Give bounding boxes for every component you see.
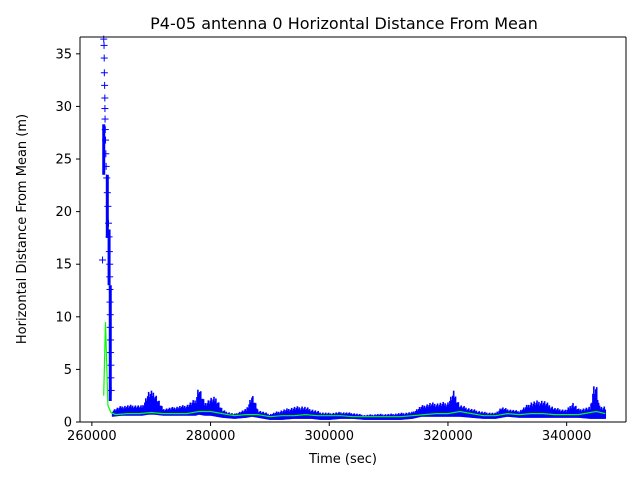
y-tick-label: 25 (55, 153, 72, 168)
x-tick-label: 340000 (542, 429, 592, 444)
distance-point (106, 298, 114, 306)
x-tick-label: 260000 (67, 429, 117, 444)
y-tick-label: 0 (64, 416, 72, 431)
distance-band-series (102, 124, 607, 420)
distance-point (107, 374, 115, 382)
plot-area (80, 35, 626, 422)
x-axis-label: Time (sec) (308, 452, 377, 467)
axes-frame (79, 36, 627, 423)
distance-point (104, 202, 112, 210)
running-stat-line (103, 322, 606, 418)
distance-point (103, 174, 111, 182)
distance-point (101, 115, 109, 123)
distance-point-series (99, 35, 115, 394)
x-tick-label: 280000 (186, 429, 236, 444)
distance-point (101, 126, 109, 134)
distance-point (101, 81, 109, 89)
y-tick-label: 5 (64, 363, 72, 378)
distance-point (107, 349, 115, 357)
distance-point (103, 189, 111, 197)
distance-point (106, 323, 114, 331)
distance-point (107, 336, 115, 344)
distance-point (105, 233, 113, 241)
distance-point (107, 361, 115, 369)
y-axis-ticks: 0 5 10 15 20 25 30 35 (55, 47, 80, 431)
y-tick-label: 35 (55, 47, 72, 62)
y-tick-label: 15 (55, 258, 72, 273)
chart-title: P4-05 antenna 0 Horizontal Distance From… (150, 14, 538, 33)
distance-point (101, 94, 109, 102)
plot-background (80, 37, 626, 422)
distance-point (102, 136, 110, 144)
distance-point (104, 219, 112, 227)
distance-point (106, 273, 114, 281)
x-tick-label: 320000 (423, 429, 473, 444)
distance-point (102, 150, 110, 158)
y-tick-label: 10 (55, 310, 72, 325)
y-axis-label: Horizontal Distance From Mean (m) (15, 114, 30, 344)
x-axis-ticks: 260000 280000 300000 320000 340000 (67, 422, 591, 444)
distance-point (101, 105, 109, 113)
running-stat-series (103, 322, 606, 418)
distance-point (106, 311, 114, 319)
y-tick-label: 30 (55, 100, 72, 115)
distance-point (99, 256, 107, 264)
distance-point (100, 54, 108, 62)
distance-point (100, 41, 108, 49)
distance-point (107, 386, 115, 394)
y-tick-label: 20 (55, 205, 72, 220)
distance-point (106, 285, 114, 293)
distance-point (100, 69, 108, 77)
x-tick-label: 300000 (304, 429, 354, 444)
distance-point (106, 260, 114, 268)
distance-point (105, 248, 113, 256)
distance-point (102, 162, 110, 170)
